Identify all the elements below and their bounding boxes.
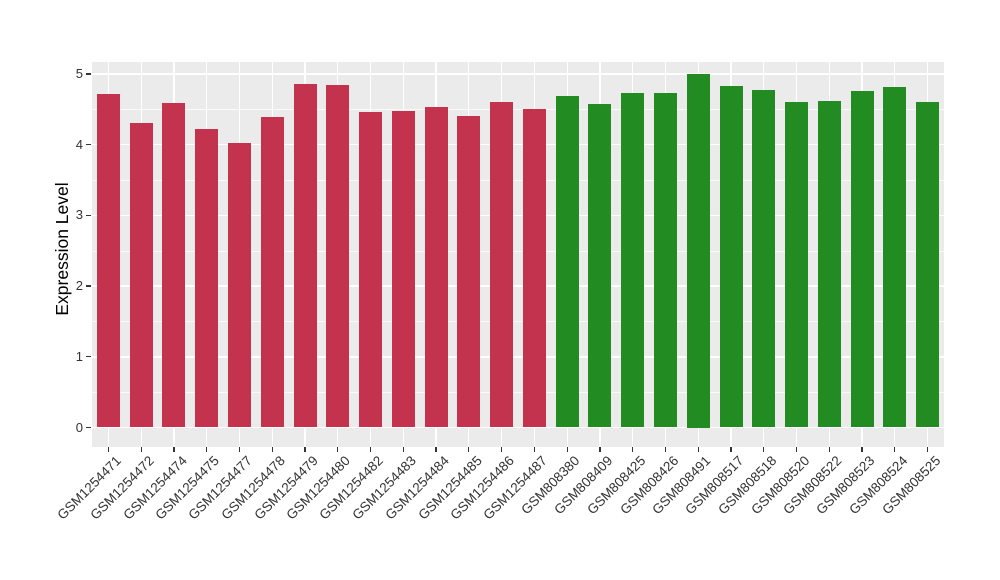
bar bbox=[785, 102, 809, 428]
y-gridline-minor bbox=[92, 321, 944, 323]
y-gridline-major bbox=[92, 143, 944, 146]
x-tick-mark bbox=[926, 447, 929, 452]
x-tick-mark bbox=[337, 447, 339, 452]
bar bbox=[391, 111, 415, 428]
y-tick-label: 2 bbox=[75, 278, 83, 294]
y-gridline-major bbox=[92, 426, 944, 429]
bar bbox=[293, 83, 317, 428]
y-gridline-minor bbox=[92, 250, 944, 252]
bar bbox=[719, 86, 743, 428]
chart-panel bbox=[92, 62, 944, 447]
x-tick-mark bbox=[894, 447, 896, 452]
y-tick-mark bbox=[86, 356, 91, 358]
y-gridline-major bbox=[92, 285, 944, 287]
y-tick-label: 0 bbox=[75, 419, 83, 435]
x-tick-mark bbox=[664, 447, 667, 452]
bar bbox=[227, 143, 251, 428]
bar bbox=[490, 101, 514, 428]
y-gridline-major bbox=[92, 214, 944, 217]
x-tick-mark bbox=[402, 447, 404, 452]
x-tick-mark bbox=[795, 447, 798, 452]
y-gridline-minor bbox=[92, 392, 944, 393]
x-tick-mark bbox=[861, 447, 863, 452]
bar bbox=[850, 90, 874, 428]
y-tick-mark bbox=[86, 214, 91, 217]
y-tick-label: 1 bbox=[75, 348, 83, 364]
x-tick-mark bbox=[238, 447, 241, 452]
x-tick-mark bbox=[500, 447, 503, 452]
x-tick-mark bbox=[369, 447, 372, 452]
bar bbox=[621, 93, 645, 428]
bar bbox=[883, 86, 907, 428]
bar bbox=[653, 93, 677, 428]
y-tick-mark bbox=[86, 285, 91, 287]
x-tick-mark bbox=[140, 447, 142, 452]
bar bbox=[424, 107, 448, 428]
bar bbox=[752, 89, 776, 428]
x-tick-mark bbox=[435, 447, 437, 452]
bar bbox=[555, 95, 579, 428]
x-tick-mark bbox=[107, 447, 110, 452]
y-tick-mark bbox=[86, 144, 91, 146]
x-tick-mark bbox=[271, 447, 273, 452]
bar bbox=[522, 109, 546, 428]
bar bbox=[326, 85, 350, 428]
x-tick-mark bbox=[632, 447, 634, 452]
bar bbox=[457, 116, 481, 428]
x-tick-mark bbox=[828, 447, 830, 452]
x-tick-mark bbox=[697, 447, 699, 452]
y-gridline-major bbox=[92, 356, 944, 358]
y-gridline-minor bbox=[92, 109, 944, 111]
bar bbox=[96, 93, 120, 428]
bar bbox=[129, 123, 153, 428]
bar bbox=[686, 74, 710, 428]
y-gridline-minor bbox=[92, 180, 944, 181]
y-tick-label: 3 bbox=[75, 207, 83, 223]
bar bbox=[916, 102, 940, 428]
bar bbox=[359, 112, 383, 428]
y-tick-mark bbox=[86, 426, 91, 429]
bar bbox=[588, 103, 612, 428]
y-tick-mark bbox=[86, 73, 91, 75]
bar bbox=[260, 117, 284, 428]
x-tick-mark bbox=[468, 447, 470, 452]
y-tick-label: 5 bbox=[75, 66, 83, 81]
bar bbox=[817, 100, 841, 428]
bar bbox=[162, 102, 186, 428]
x-tick-mark bbox=[304, 447, 306, 452]
y-tick-label: 4 bbox=[75, 136, 83, 152]
y-gridline-major bbox=[92, 73, 944, 75]
x-tick-mark bbox=[533, 447, 536, 452]
x-tick-mark bbox=[763, 447, 765, 452]
x-tick-mark bbox=[206, 447, 208, 452]
x-tick-mark bbox=[566, 447, 568, 452]
bar bbox=[195, 129, 219, 428]
x-tick-mark bbox=[599, 447, 601, 452]
x-tick-mark bbox=[173, 447, 175, 452]
x-tick-mark bbox=[730, 447, 732, 452]
